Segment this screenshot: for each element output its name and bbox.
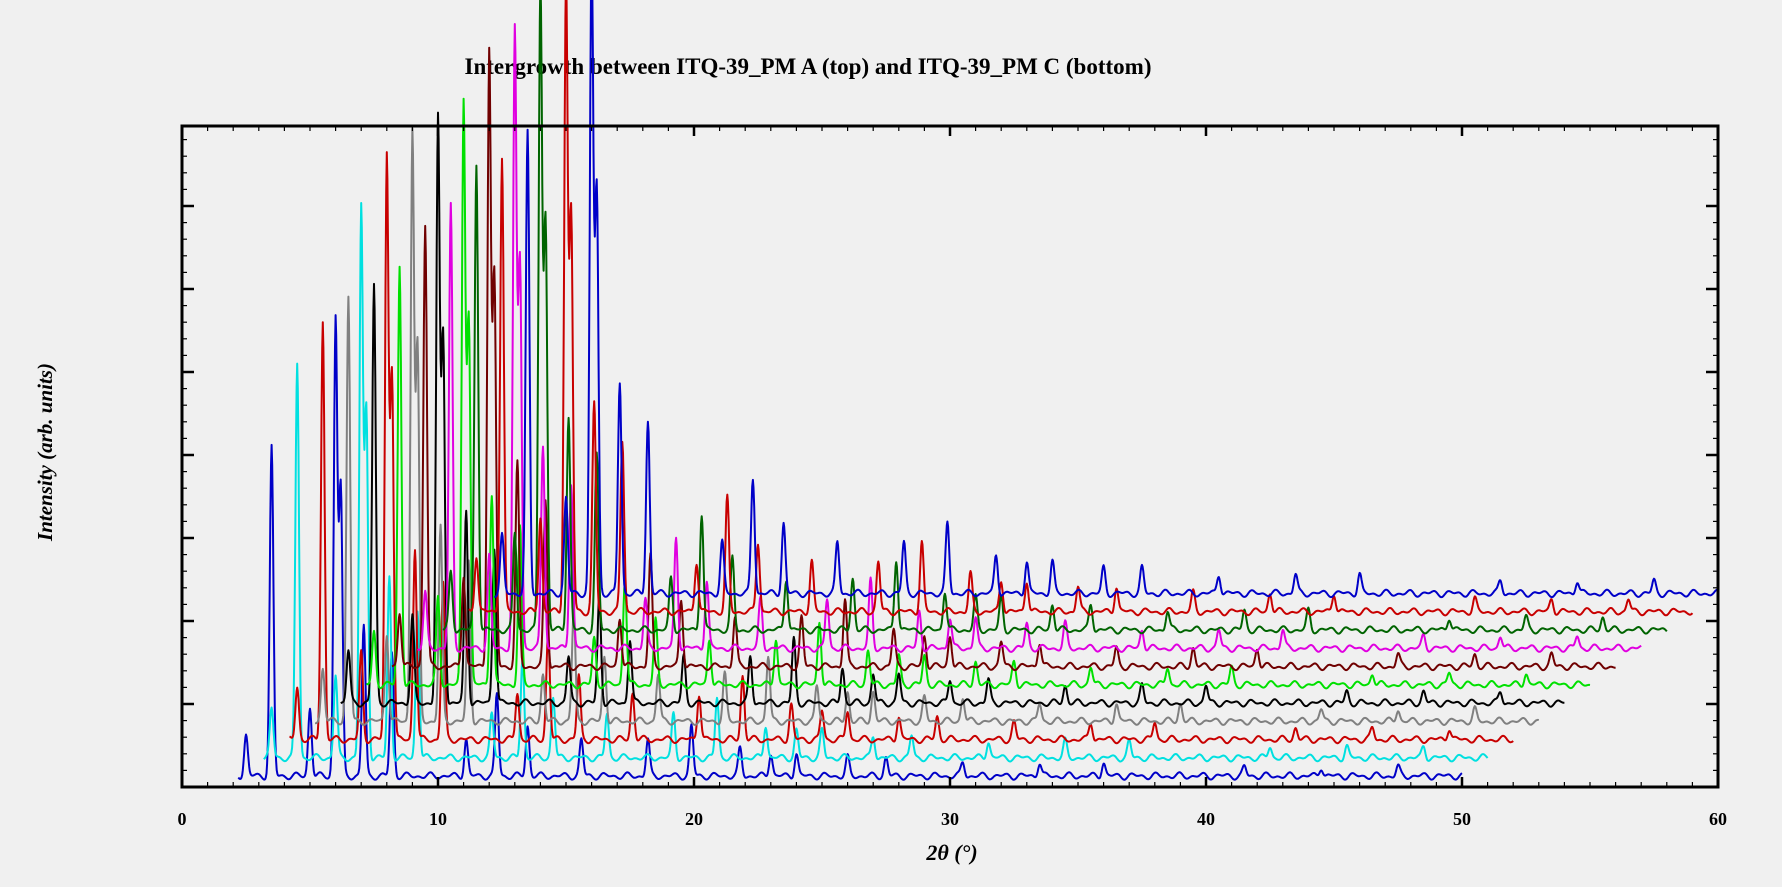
series-layer [237,0,1719,781]
series-line-7 [391,46,1616,672]
series-line-11 [494,0,1719,599]
series-line-1 [237,314,1463,781]
x-tick-label: 10 [429,809,447,829]
series-line-10 [468,0,1694,617]
plot-frame [180,124,1720,789]
series-line-2 [263,202,1489,763]
x-tick-label: 0 [178,809,187,829]
series-line-3 [289,151,1514,745]
chart-title: Intergrowth between ITQ-39_PM A (top) an… [465,54,1152,79]
x-tick-label: 20 [685,809,703,829]
series-line-4 [314,127,1540,726]
y-axis-label: Intensity (arb. units) [33,363,57,542]
x-tick-label: 40 [1197,809,1215,829]
series-line-8 [417,23,1642,653]
series-line-5 [340,111,1565,708]
x-tick-label: 50 [1453,809,1471,829]
x-tick-label: 30 [941,809,959,829]
x-tick-label: 60 [1709,809,1727,829]
x-axis-label: 2θ (°) [925,840,977,865]
series-line-6 [366,97,1591,690]
series-line-9 [442,0,1668,635]
